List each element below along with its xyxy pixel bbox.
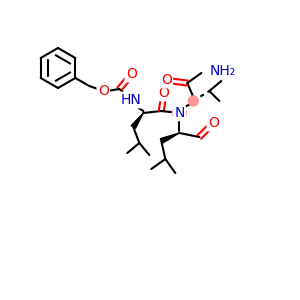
Text: O: O: [126, 67, 137, 81]
Text: O: O: [98, 84, 109, 98]
Polygon shape: [131, 113, 143, 128]
Text: NH₂: NH₂: [209, 64, 236, 78]
Text: O: O: [158, 86, 169, 100]
Text: HN: HN: [121, 93, 142, 107]
Text: N: N: [174, 106, 184, 120]
Text: O: O: [208, 116, 219, 130]
Text: O: O: [161, 73, 172, 87]
Circle shape: [188, 96, 198, 106]
Circle shape: [172, 106, 186, 120]
Polygon shape: [160, 133, 179, 143]
